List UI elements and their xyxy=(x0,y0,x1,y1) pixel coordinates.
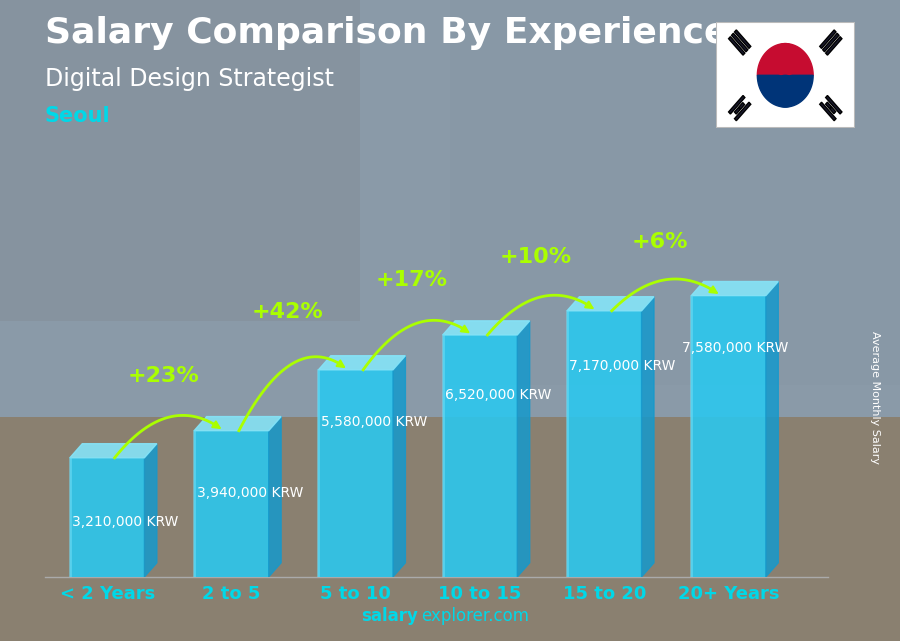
Bar xyxy=(450,0,900,385)
FancyBboxPatch shape xyxy=(734,30,751,49)
Text: Salary Comparison By Experience: Salary Comparison By Experience xyxy=(45,16,728,50)
Text: 5,580,000 KRW: 5,580,000 KRW xyxy=(321,415,428,429)
Polygon shape xyxy=(144,444,157,577)
FancyBboxPatch shape xyxy=(825,102,832,109)
FancyBboxPatch shape xyxy=(739,103,744,109)
Text: 7,580,000 KRW: 7,580,000 KRW xyxy=(681,340,788,354)
FancyBboxPatch shape xyxy=(823,33,839,52)
Circle shape xyxy=(771,44,799,75)
Polygon shape xyxy=(443,321,530,335)
Text: Seoul: Seoul xyxy=(45,106,111,126)
Polygon shape xyxy=(269,417,281,577)
FancyBboxPatch shape xyxy=(830,107,836,113)
Polygon shape xyxy=(758,75,814,107)
Circle shape xyxy=(771,75,799,107)
FancyBboxPatch shape xyxy=(732,33,748,52)
Text: 3,940,000 KRW: 3,940,000 KRW xyxy=(196,487,303,500)
Polygon shape xyxy=(70,444,157,458)
FancyBboxPatch shape xyxy=(734,108,740,114)
Text: 6,520,000 KRW: 6,520,000 KRW xyxy=(446,388,552,402)
FancyBboxPatch shape xyxy=(820,102,836,121)
Bar xyxy=(70,458,144,577)
Text: 7,170,000 KRW: 7,170,000 KRW xyxy=(570,359,676,372)
Polygon shape xyxy=(319,356,405,370)
FancyBboxPatch shape xyxy=(820,30,836,49)
Polygon shape xyxy=(758,44,814,75)
Bar xyxy=(691,296,766,577)
Bar xyxy=(567,311,642,577)
Polygon shape xyxy=(642,297,654,577)
Bar xyxy=(443,335,518,577)
FancyBboxPatch shape xyxy=(729,96,745,114)
Polygon shape xyxy=(518,321,530,577)
Text: Digital Design Strategist: Digital Design Strategist xyxy=(45,67,334,91)
Text: +6%: +6% xyxy=(632,233,688,253)
Polygon shape xyxy=(567,297,654,311)
Bar xyxy=(0,0,900,417)
FancyBboxPatch shape xyxy=(734,102,751,121)
FancyBboxPatch shape xyxy=(825,96,842,114)
Text: +23%: +23% xyxy=(127,367,199,387)
Polygon shape xyxy=(691,281,778,296)
Text: Average Monthly Salary: Average Monthly Salary xyxy=(869,331,880,464)
Bar xyxy=(0,417,900,641)
Text: 3,210,000 KRW: 3,210,000 KRW xyxy=(72,515,179,529)
Polygon shape xyxy=(766,281,778,577)
Text: +10%: +10% xyxy=(500,247,572,267)
Bar xyxy=(319,370,393,577)
Polygon shape xyxy=(393,356,405,577)
Bar xyxy=(194,431,269,577)
Text: salary: salary xyxy=(362,607,418,625)
Bar xyxy=(0,0,360,320)
FancyBboxPatch shape xyxy=(729,37,745,55)
Text: +42%: +42% xyxy=(251,302,323,322)
Text: +17%: +17% xyxy=(375,270,447,290)
Polygon shape xyxy=(194,417,281,431)
FancyBboxPatch shape xyxy=(825,37,842,55)
Text: explorer.com: explorer.com xyxy=(421,607,529,625)
